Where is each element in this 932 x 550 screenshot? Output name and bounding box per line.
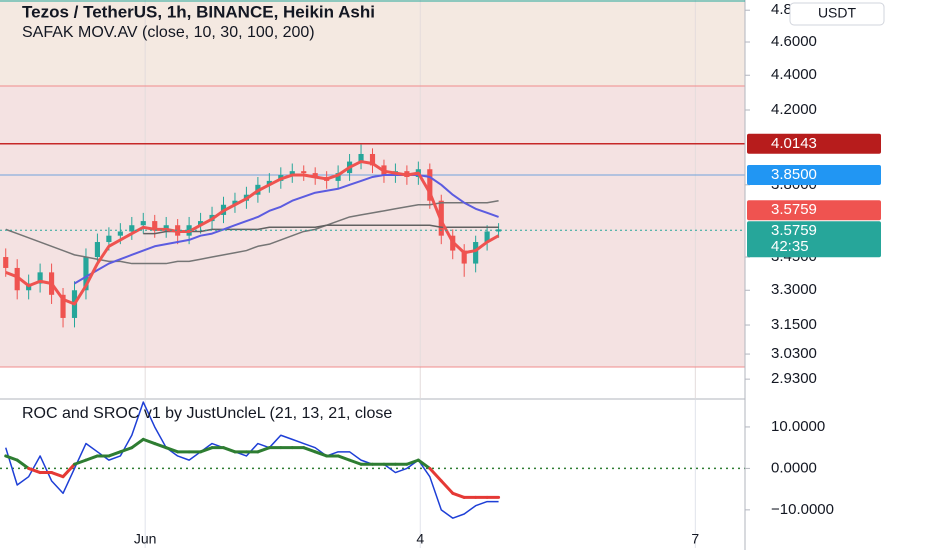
candle-body — [94, 242, 101, 258]
candle-body — [37, 272, 43, 284]
sroc-segment — [84, 454, 99, 462]
price-label: 3.5759 — [771, 201, 817, 218]
price-label: 3.8500 — [771, 166, 817, 183]
sroc-segment — [199, 446, 214, 454]
candle-body — [289, 171, 295, 176]
price-countdown: 42:35 — [771, 238, 809, 255]
sroc-segment — [15, 458, 31, 470]
candle-body — [152, 221, 158, 230]
x-tick-label: Jun — [134, 531, 157, 547]
sroc-segment — [313, 450, 329, 458]
sroc-segment — [428, 466, 443, 483]
sroc-segment — [118, 446, 134, 454]
y-tick-label: 0.0000 — [771, 459, 817, 476]
axis-background — [745, 0, 932, 550]
sroc-segment — [336, 454, 352, 462]
y-tick-label: 4.4000 — [771, 66, 817, 83]
sroc-segment — [61, 462, 76, 479]
sroc-segment — [348, 458, 363, 466]
candle-body — [473, 242, 479, 264]
moving-average — [143, 224, 499, 235]
sroc-segment — [107, 450, 122, 458]
candle-body — [140, 221, 146, 226]
candle-body — [117, 231, 123, 236]
currency-label: USDT — [818, 5, 857, 21]
price-label-box — [747, 221, 881, 258]
price-label-box — [747, 200, 881, 221]
candle-body — [163, 225, 169, 230]
candle-body — [106, 235, 112, 243]
y-tick-label: −10.0000 — [771, 501, 834, 518]
candle-body — [335, 173, 341, 181]
moving-average — [5, 160, 500, 306]
y-tick-label: 4.2000 — [771, 101, 817, 118]
candle-body — [427, 169, 433, 201]
price-label-box — [747, 133, 881, 154]
chart-subtitle: SAFAK MOV.AV (close, 10, 30, 100, 200) — [22, 24, 315, 41]
candle-body — [129, 225, 135, 232]
moving-average — [5, 199, 499, 265]
sroc-segment — [256, 446, 271, 454]
candle-body — [461, 250, 467, 264]
roc-pane — [0, 400, 745, 548]
moving-average — [73, 174, 499, 285]
sroc-segment — [439, 479, 455, 495]
candle-body — [484, 231, 490, 243]
sroc-segment — [451, 491, 466, 499]
x-tick-label: 4 — [416, 531, 424, 547]
zone — [0, 0, 745, 87]
x-tick-label: 7 — [691, 531, 699, 547]
sroc-segment — [141, 437, 157, 446]
y-tick-label: 3.3000 — [771, 281, 817, 298]
y-tick-label: 3.1500 — [771, 316, 817, 333]
currency-badge — [789, 2, 885, 26]
y-tick-label: 3.0300 — [771, 345, 817, 362]
sroc-segment — [27, 466, 42, 475]
sroc-segment — [73, 458, 88, 466]
candle-body — [3, 257, 9, 268]
sroc-segment — [153, 442, 168, 450]
candle-body — [14, 267, 20, 291]
sroc-segment — [302, 446, 317, 454]
sroc-segment — [50, 471, 65, 479]
sroc-segment — [164, 446, 180, 454]
candle-body — [232, 200, 238, 205]
candle-body — [312, 173, 318, 177]
price-pane — [0, 0, 745, 398]
zone — [0, 86, 745, 367]
sroc-segment — [405, 458, 420, 466]
candle-body — [83, 257, 89, 291]
candle-body — [495, 229, 502, 232]
candle-body — [197, 221, 204, 226]
sroc-segment — [416, 458, 432, 470]
sroc-segment — [130, 437, 145, 450]
candle-body — [266, 180, 272, 185]
price-label: 3.5759 — [771, 222, 817, 239]
y-tick-label: 10.0000 — [771, 418, 825, 435]
roc-title-group: ROC and SROC v1 by JustUncleL (21, 13, 2… — [22, 405, 392, 422]
price-label-box — [747, 165, 881, 186]
chart-title: Tezos / TetherUS, 1h, BINANCE, Heikin As… — [22, 2, 375, 21]
candle-body — [301, 171, 307, 174]
roc-title: ROC and SROC v1 by JustUncleL (21, 13, 2… — [22, 405, 392, 422]
y-tick-label: 4.6000 — [771, 33, 817, 50]
sroc-segment — [222, 446, 237, 454]
price-label: 4.0143 — [771, 135, 817, 152]
candle-body — [60, 294, 66, 318]
sroc-segment — [4, 454, 19, 462]
candle-body — [369, 153, 376, 166]
candle-body — [358, 153, 364, 162]
y-tick-label: 2.9300 — [771, 370, 817, 387]
